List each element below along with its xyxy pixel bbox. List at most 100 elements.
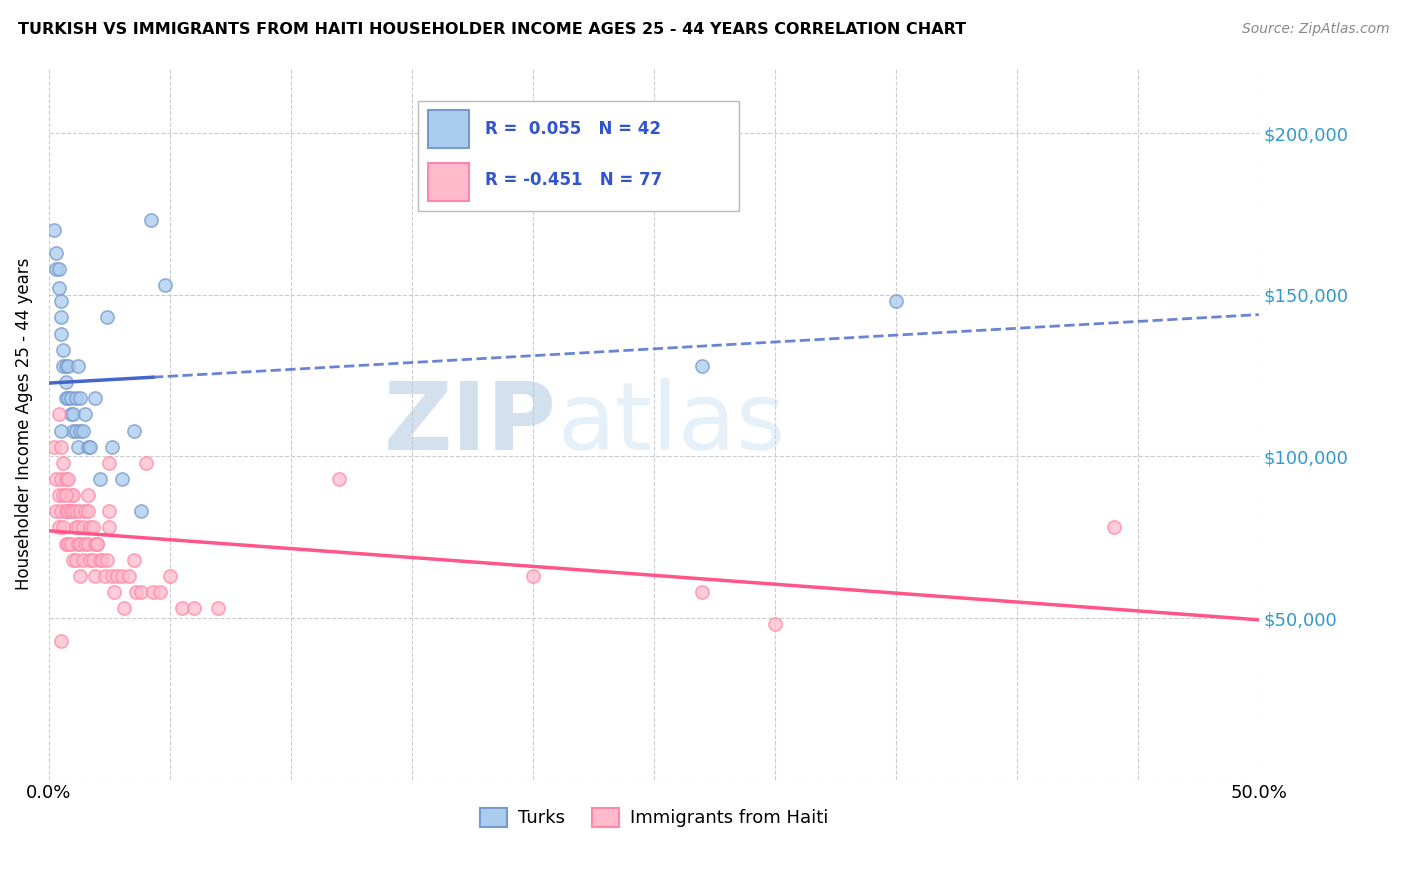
Point — [84, 569, 107, 583]
Point — [48, 281, 70, 295]
Point — [48, 261, 70, 276]
Y-axis label: Householder Income Ages 25 - 44 years: Householder Income Ages 25 - 44 years — [15, 258, 32, 591]
Point — [45, 261, 67, 276]
Point — [69, 504, 91, 518]
Point — [55, 359, 77, 373]
Point — [42, 440, 65, 454]
Point — [72, 424, 94, 438]
Point — [65, 504, 87, 518]
Point — [69, 391, 91, 405]
Point — [58, 391, 80, 405]
Point — [52, 488, 75, 502]
Point — [110, 569, 132, 583]
Point — [76, 536, 98, 550]
Point — [49, 424, 72, 438]
Point — [75, 408, 97, 422]
Point — [76, 504, 98, 518]
Point — [55, 375, 77, 389]
Point — [96, 553, 118, 567]
Point — [122, 553, 145, 567]
Point — [52, 343, 75, 357]
Point — [59, 488, 82, 502]
Point — [149, 585, 172, 599]
Point — [49, 310, 72, 325]
Point — [79, 553, 101, 567]
Point — [522, 569, 544, 583]
Point — [59, 536, 82, 550]
Point — [59, 408, 82, 422]
Point — [62, 488, 84, 502]
Point — [49, 326, 72, 341]
Point — [98, 504, 121, 518]
Point — [58, 536, 80, 550]
Point — [183, 601, 205, 615]
Point — [52, 359, 75, 373]
Point — [58, 504, 80, 518]
Point — [65, 391, 87, 405]
Point — [45, 472, 67, 486]
Point — [48, 408, 70, 422]
Point — [129, 585, 152, 599]
Point — [72, 553, 94, 567]
Text: atlas: atlas — [557, 378, 786, 470]
Point — [82, 553, 104, 567]
Point — [122, 424, 145, 438]
Point — [79, 520, 101, 534]
Point — [62, 424, 84, 438]
Point — [49, 472, 72, 486]
Point — [52, 456, 75, 470]
Point — [112, 601, 135, 615]
Point — [89, 553, 111, 567]
Point — [45, 245, 67, 260]
Point — [48, 488, 70, 502]
Point — [135, 456, 157, 470]
Point — [84, 391, 107, 405]
Point — [58, 472, 80, 486]
Point — [66, 536, 89, 550]
Point — [62, 408, 84, 422]
Point — [129, 504, 152, 518]
Point — [49, 440, 72, 454]
Point — [1102, 520, 1125, 534]
Point — [98, 456, 121, 470]
Point — [103, 585, 125, 599]
Point — [62, 504, 84, 518]
Point — [75, 536, 97, 550]
Point — [69, 569, 91, 583]
Point — [76, 440, 98, 454]
Point — [69, 424, 91, 438]
Point — [62, 553, 84, 567]
Point — [105, 569, 128, 583]
Point — [84, 536, 107, 550]
Point — [101, 569, 124, 583]
Point — [49, 294, 72, 309]
Point — [82, 520, 104, 534]
Point — [884, 294, 907, 309]
Point — [66, 520, 89, 534]
Point — [59, 504, 82, 518]
Point — [55, 536, 77, 550]
Point — [65, 424, 87, 438]
Point — [58, 359, 80, 373]
Point — [69, 536, 91, 550]
Point — [52, 520, 75, 534]
Point — [96, 310, 118, 325]
Point — [42, 223, 65, 237]
Point — [170, 601, 193, 615]
Point — [159, 569, 181, 583]
Point — [66, 359, 89, 373]
Point — [207, 601, 229, 615]
Point — [49, 633, 72, 648]
Point — [139, 213, 162, 227]
Point — [110, 472, 132, 486]
Point — [55, 488, 77, 502]
Point — [98, 520, 121, 534]
Point — [55, 391, 77, 405]
Point — [153, 278, 176, 293]
Legend: Turks, Immigrants from Haiti: Turks, Immigrants from Haiti — [472, 801, 835, 835]
Point — [118, 569, 141, 583]
Point — [91, 553, 114, 567]
Point — [55, 504, 77, 518]
Point — [65, 520, 87, 534]
Point — [86, 536, 108, 550]
